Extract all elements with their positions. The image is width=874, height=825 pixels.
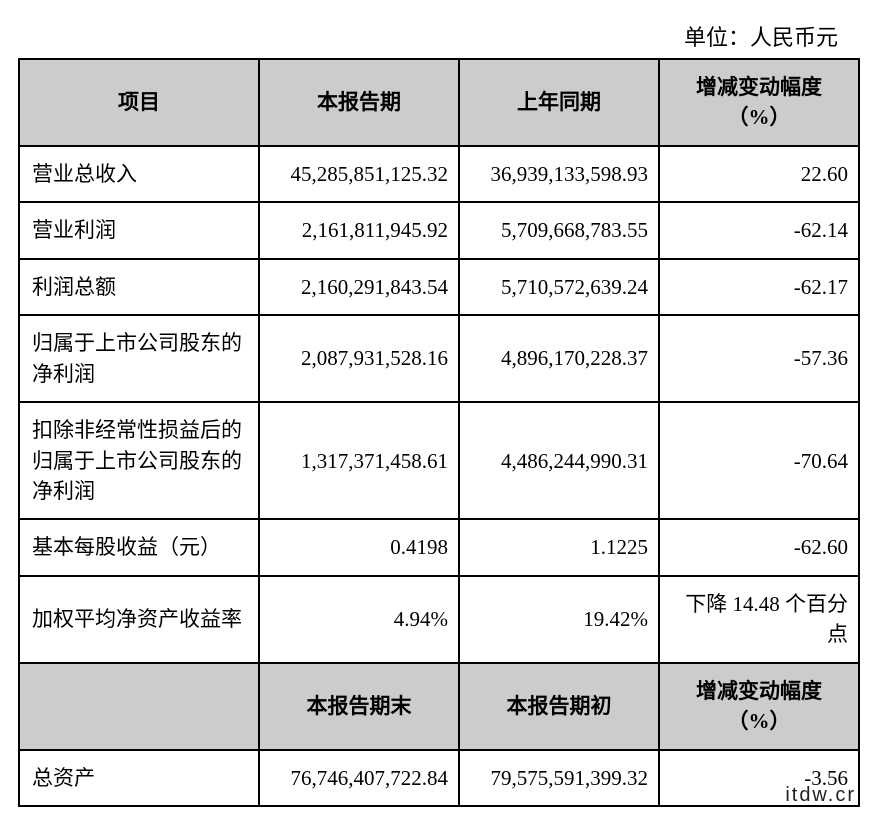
table-row: 扣除非经常性损益后的归属于上市公司股东的净利润 1,317,371,458.61… [19,402,859,519]
table-header-row: 项目 本报告期 上年同期 增减变动幅度（%） [19,59,859,146]
item-cell: 归属于上市公司股东的净利润 [19,315,259,402]
change-cell: 22.60 [659,146,859,202]
col-header-change: 增减变动幅度（%） [659,59,859,146]
current-cell: 0.4198 [259,519,459,575]
watermark-text: itdw.cr [785,784,856,807]
item-cell: 利润总额 [19,259,259,315]
table-subheader-row: 本报告期末 本报告期初 增减变动幅度（%） [19,663,859,750]
prior-cell: 79,575,591,399.32 [459,750,659,806]
table-row: 基本每股收益（元） 0.4198 1.1225 -62.60 [19,519,859,575]
item-cell: 基本每股收益（元） [19,519,259,575]
current-cell: 76,746,407,722.84 [259,750,459,806]
col-header-item: 项目 [19,59,259,146]
prior-cell: 36,939,133,598.93 [459,146,659,202]
current-cell: 4.94% [259,576,459,663]
table-row: 加权平均净资产收益率 4.94% 19.42% 下降 14.48 个百分点 [19,576,859,663]
current-cell: 2,087,931,528.16 [259,315,459,402]
prior-cell: 5,710,572,639.24 [459,259,659,315]
current-cell: 1,317,371,458.61 [259,402,459,519]
subheader-change: 增减变动幅度（%） [659,663,859,750]
subheader-begin: 本报告期初 [459,663,659,750]
col-header-current: 本报告期 [259,59,459,146]
current-cell: 45,285,851,125.32 [259,146,459,202]
current-cell: 2,161,811,945.92 [259,202,459,258]
unit-label: 单位：人民币元 [18,20,856,52]
col-header-prior: 上年同期 [459,59,659,146]
change-cell: 下降 14.48 个百分点 [659,576,859,663]
prior-cell: 4,486,244,990.31 [459,402,659,519]
item-cell: 扣除非经常性损益后的归属于上市公司股东的净利润 [19,402,259,519]
item-cell: 加权平均净资产收益率 [19,576,259,663]
table-row: 营业利润 2,161,811,945.92 5,709,668,783.55 -… [19,202,859,258]
table-container: 单位：人民币元 项目 本报告期 上年同期 增减变动幅度（%） 营业总收入 45,… [18,20,856,807]
prior-cell: 1.1225 [459,519,659,575]
financial-table: 项目 本报告期 上年同期 增减变动幅度（%） 营业总收入 45,285,851,… [18,58,860,807]
change-cell: -62.60 [659,519,859,575]
change-cell: -57.36 [659,315,859,402]
change-cell: -62.17 [659,259,859,315]
change-cell: -62.14 [659,202,859,258]
subheader-end: 本报告期末 [259,663,459,750]
prior-cell: 19.42% [459,576,659,663]
table-row: 营业总收入 45,285,851,125.32 36,939,133,598.9… [19,146,859,202]
table-row: 总资产 76,746,407,722.84 79,575,591,399.32 … [19,750,859,806]
item-cell: 总资产 [19,750,259,806]
prior-cell: 4,896,170,228.37 [459,315,659,402]
table-row: 利润总额 2,160,291,843.54 5,710,572,639.24 -… [19,259,859,315]
subheader-blank [19,663,259,750]
change-cell: -70.64 [659,402,859,519]
current-cell: 2,160,291,843.54 [259,259,459,315]
item-cell: 营业总收入 [19,146,259,202]
table-row: 归属于上市公司股东的净利润 2,087,931,528.16 4,896,170… [19,315,859,402]
item-cell: 营业利润 [19,202,259,258]
prior-cell: 5,709,668,783.55 [459,202,659,258]
